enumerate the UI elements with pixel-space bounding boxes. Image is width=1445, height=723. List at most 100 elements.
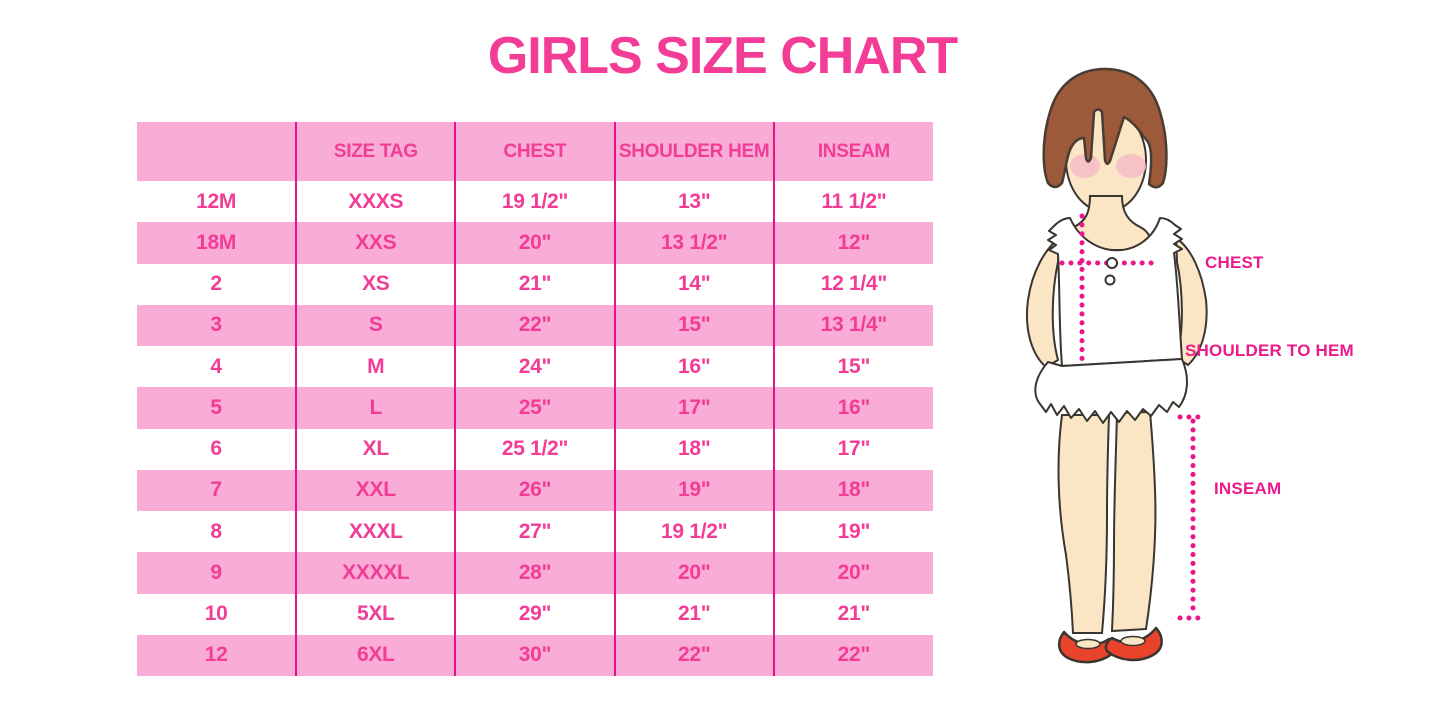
girl-left-arm xyxy=(1026,236,1062,369)
table-row: 18M XXS 20" 13 1/2" 12" xyxy=(137,222,933,264)
blush-left-cheek xyxy=(1070,154,1100,178)
table-cell: 19 1/2" xyxy=(613,511,774,553)
girl-right-arm xyxy=(1174,236,1208,367)
table-cell: 13" xyxy=(613,181,774,223)
column-header xyxy=(137,122,296,181)
table-row: 5 L 25" 17" 16" xyxy=(137,387,933,429)
table-cell: 14" xyxy=(613,263,774,305)
table-cell: 20" xyxy=(772,552,933,594)
table-cell: 11 1/2" xyxy=(772,181,933,223)
table-cell: 5 xyxy=(210,395,222,419)
table-cell: 18M xyxy=(196,230,237,254)
header-row: SIZE TAG CHEST SHOULDER HEM INSEAM xyxy=(137,122,933,181)
table-cell: 6 xyxy=(210,437,222,461)
table-cell: 17" xyxy=(772,428,933,470)
table-cell: 28" xyxy=(454,552,615,594)
girl-left-leg xyxy=(1057,414,1111,634)
column-header: SHOULDER HEM xyxy=(613,122,774,181)
top-button-lower xyxy=(1104,274,1116,286)
table-cell: 30" xyxy=(454,634,615,676)
table-cell: XXXL xyxy=(295,511,456,553)
table-cell: 22" xyxy=(454,304,615,346)
table-cell: 15" xyxy=(772,346,933,388)
top-button-upper xyxy=(1106,257,1118,269)
table-row: 12 6XL 30" 22" 22" xyxy=(137,634,933,676)
table-cell: 21" xyxy=(613,593,774,635)
table-cell: 19" xyxy=(613,469,774,511)
table-cell: 25 1/2" xyxy=(454,428,615,470)
table-cell: 25" xyxy=(454,387,615,429)
girl-measurement-figure xyxy=(1026,67,1208,664)
table-row: 10 5XL 29" 21" 21" xyxy=(137,593,933,635)
table-cell: XXXS xyxy=(295,181,456,223)
table-cell: XXS xyxy=(295,222,456,264)
girl-top xyxy=(1047,217,1183,367)
table-cell: 21" xyxy=(454,263,615,305)
table-cell: 22" xyxy=(613,634,774,676)
table-cell: 22" xyxy=(772,634,933,676)
table-cell: 6XL xyxy=(295,634,456,676)
table-row: 7 XXL 26" 19" 18" xyxy=(137,469,933,511)
table-cell: 10 xyxy=(204,602,228,626)
table-cell: 18" xyxy=(613,428,774,470)
table-cell: S xyxy=(295,304,456,346)
column-header: CHEST xyxy=(454,122,615,181)
table-cell: 17" xyxy=(613,387,774,429)
table-cell: 29" xyxy=(454,593,615,635)
table-row: 2 XS 21" 14" 12 1/4" xyxy=(137,263,933,305)
table-cell: 24" xyxy=(454,346,615,388)
size-table: SIZE TAG CHEST SHOULDER HEM INSEAM 12M XXXS 1… xyxy=(137,122,933,676)
table-row: 3 S 22" 15" 13 1/4" xyxy=(137,304,933,346)
table-cell: 21" xyxy=(772,593,933,635)
column-header: SIZE TAG xyxy=(295,122,456,181)
girl-left-shoe-opening xyxy=(1075,638,1101,650)
table-row: 6 XL 25 1/2" 18" 17" xyxy=(137,428,933,470)
table-cell: 19" xyxy=(772,511,933,553)
column-header: INSEAM xyxy=(772,122,933,181)
size-table-header: SIZE TAG CHEST SHOULDER HEM INSEAM xyxy=(137,122,933,181)
table-cell: 19 1/2" xyxy=(454,181,615,223)
size-table-body: 12M XXXS 19 1/2" 13" 11 1/2" 18M XXS 20" 13 1/2"… xyxy=(137,181,933,676)
girl-right-leg xyxy=(1110,410,1157,633)
table-cell: L xyxy=(295,387,456,429)
table-cell: XS xyxy=(295,263,456,305)
table-cell: 3 xyxy=(210,313,222,337)
table-cell: 16" xyxy=(772,387,933,429)
girl-right-shoe-opening xyxy=(1120,635,1146,647)
table-cell: 9 xyxy=(210,560,222,584)
table-cell: 13 1/2" xyxy=(613,222,774,264)
table-cell: 5XL xyxy=(295,593,456,635)
table-cell: XXXXL xyxy=(295,552,456,594)
table-cell: 12M xyxy=(196,189,237,213)
table-row: 9 XXXXL 28" 20" 20" xyxy=(137,552,933,594)
table-cell: 13 1/4" xyxy=(772,304,933,346)
table-cell: 27" xyxy=(454,511,615,553)
table-cell: XXL xyxy=(295,469,456,511)
table-cell: 20" xyxy=(613,552,774,594)
table-cell: 20" xyxy=(454,222,615,264)
blush-right-cheek xyxy=(1116,154,1146,178)
table-cell: 2 xyxy=(210,272,222,296)
table-row: 12M XXXS 19 1/2" 13" 11 1/2" xyxy=(137,181,933,223)
shoulder-to-hem-label: SHOULDER TO HEM xyxy=(1185,341,1354,360)
table-cell: 18" xyxy=(772,469,933,511)
table-cell: 4 xyxy=(210,354,222,378)
table-cell: 12 xyxy=(204,643,228,667)
inseam-label: INSEAM xyxy=(1214,479,1282,498)
table-cell: 16" xyxy=(613,346,774,388)
table-row: 8 XXXL 27" 19 1/2" 19" xyxy=(137,511,933,553)
table-cell: 7 xyxy=(210,478,222,502)
chest-label: CHEST xyxy=(1205,253,1264,272)
girl-skirt xyxy=(1034,358,1188,424)
table-cell: 12" xyxy=(772,222,933,264)
table-row: 4 M 24" 16" 15" xyxy=(137,346,933,388)
table-cell: 15" xyxy=(613,304,774,346)
table-cell: 12 1/4" xyxy=(772,263,933,305)
table-cell: 26" xyxy=(454,469,615,511)
girl-hair xyxy=(1042,67,1168,189)
page-title: GIRLS SIZE CHART xyxy=(487,27,958,85)
table-cell: 8 xyxy=(210,519,222,543)
table-cell: M xyxy=(295,346,456,388)
table-cell: XL xyxy=(295,428,456,470)
